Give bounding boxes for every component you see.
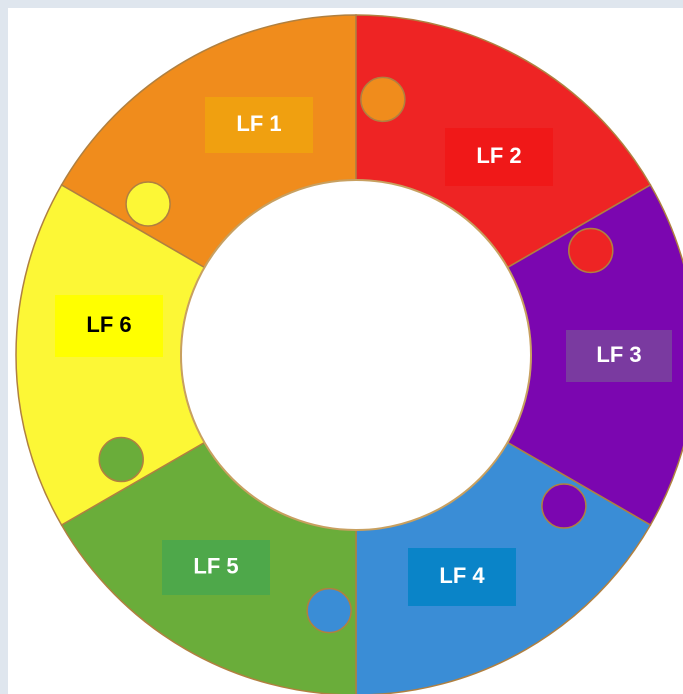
puzzle-knob <box>569 228 613 272</box>
segment-label: LF 4 <box>439 563 485 588</box>
segment-label: LF 3 <box>596 342 641 367</box>
puzzle-knob <box>99 438 143 482</box>
puzzle-knob <box>126 182 170 226</box>
segment-label: LF 6 <box>86 312 131 337</box>
segment-label: LF 1 <box>236 111 281 136</box>
puzzle-knob <box>361 77 405 121</box>
segment-label: LF 5 <box>193 553 238 578</box>
segment-label: LF 2 <box>476 143 521 168</box>
puzzle-knob <box>307 589 351 633</box>
puzzle-ring-diagram: LF 1 LF 2 LF 3 LF 4 LF 5 LF 6 <box>0 0 683 694</box>
puzzle-knob <box>542 484 586 528</box>
page: {"segments": [{"label": "LF 1"}, {"label… <box>0 0 683 694</box>
inner-hole <box>181 180 531 530</box>
